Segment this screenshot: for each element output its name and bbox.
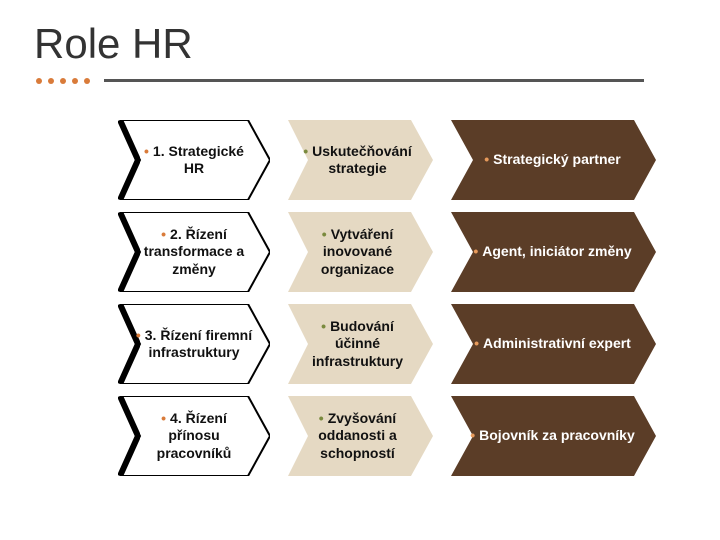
- col1-text: 2. Řízení transformace a změny: [144, 226, 244, 277]
- bullet-icon: •: [473, 243, 478, 259]
- col2-cell: •Budování účinné infrastruktury: [288, 304, 433, 384]
- col1-cell: •4. Řízení přínosu pracovníků: [120, 396, 270, 476]
- underline-line: [104, 79, 644, 82]
- col2-text: Vytváření inovované organizace: [321, 226, 394, 277]
- bullet-icon: •: [144, 143, 149, 159]
- bullet-icon: •: [303, 143, 308, 159]
- bullet-icon: •: [474, 335, 479, 351]
- title-underline: [34, 72, 690, 90]
- col2-text: Uskutečňování strategie: [312, 143, 412, 177]
- bullet-icon: •: [136, 327, 141, 343]
- diagram-row: •2. Řízení transformace a změny •Vytváře…: [120, 212, 690, 292]
- bullet-icon: •: [321, 318, 326, 334]
- col1-cell: •3. Řízení firemní infrastruktury: [120, 304, 270, 384]
- col3-text: Bojovník za pracovníky: [479, 427, 635, 443]
- col3-text: Strategický partner: [493, 151, 621, 167]
- col3-cell: •Administrativní expert: [451, 304, 656, 384]
- col3-cell: •Agent, iniciátor změny: [451, 212, 656, 292]
- col3-text: Administrativní expert: [483, 335, 631, 351]
- col3-cell: •Bojovník za pracovníky: [451, 396, 656, 476]
- col2-cell: •Zvyšování oddanosti a schopností: [288, 396, 433, 476]
- col1-text: 4. Řízení přínosu pracovníků: [157, 410, 232, 461]
- bullet-icon: •: [484, 151, 489, 167]
- bullet-icon: •: [322, 226, 327, 242]
- diagram-row: •3. Řízení firemní infrastruktury •Budov…: [120, 304, 690, 384]
- col2-cell: •Vytváření inovované organizace: [288, 212, 433, 292]
- page-title: Role HR: [34, 20, 690, 68]
- bullet-icon: •: [161, 226, 166, 242]
- bullet-icon: •: [161, 410, 166, 426]
- diagram-row: •4. Řízení přínosu pracovníků •Zvyšování…: [120, 396, 690, 476]
- diagram-grid: •1. Strategické HR •Uskutečňování strate…: [120, 120, 690, 476]
- col2-text: Zvyšování oddanosti a schopností: [318, 410, 397, 461]
- bullet-icon: •: [319, 410, 324, 426]
- col2-cell: •Uskutečňování strategie: [288, 120, 433, 200]
- bullet-icon: •: [470, 427, 475, 443]
- col3-cell: •Strategický partner: [451, 120, 656, 200]
- col1-text: 3. Řízení firemní infrastruktury: [145, 327, 252, 361]
- col1-cell: •2. Řízení transformace a změny: [120, 212, 270, 292]
- col1-cell: •1. Strategické HR: [120, 120, 270, 200]
- diagram-row: •1. Strategické HR •Uskutečňování strate…: [120, 120, 690, 200]
- col1-text: 1. Strategické HR: [153, 143, 244, 177]
- col3-text: Agent, iniciátor změny: [482, 243, 631, 259]
- underline-dots-icon: [34, 76, 94, 86]
